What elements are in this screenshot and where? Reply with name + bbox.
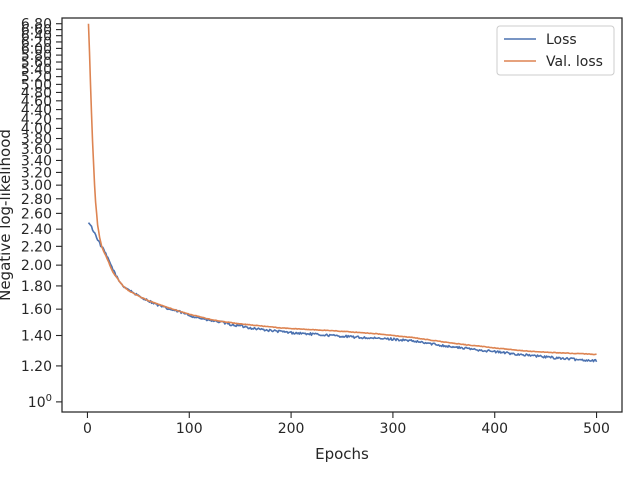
y-tick-label: 1.60 (21, 302, 52, 318)
legend-label-val-loss: Val. loss (546, 54, 603, 70)
y-tick-label: 1.40 (21, 329, 52, 345)
y-tick-label: 4.40 (21, 103, 52, 119)
y-axis-label: Negative log-likelihood (0, 129, 14, 301)
y-tick-label: 100 (28, 393, 52, 411)
y-tick-label: 1.20 (21, 359, 52, 375)
y-tick-label: 3.20 (21, 165, 52, 181)
series-line-loss (87, 222, 598, 363)
y-tick-label: 5.40 (21, 62, 52, 78)
x-axis-ticks: 0 100 200 300 400 500 (83, 412, 610, 437)
y-tick-label: 5.00 (21, 77, 52, 93)
axes-frame (61, 17, 623, 413)
legend: Loss Val. loss (496, 25, 615, 76)
y-tick-label: 2.80 (21, 192, 52, 208)
y-tick-label: 5.80 (21, 48, 52, 64)
y-axis-ticks: 1001.201.401.601.802.002.202.402.602.803… (21, 17, 62, 411)
legend-label-loss: Loss (546, 32, 577, 48)
x-tick-label: 300 (380, 421, 407, 437)
y-tick-label: 4.20 (21, 112, 52, 128)
y-tick-label: 6.00 (21, 41, 52, 57)
y-tick-label: 2.60 (21, 206, 52, 222)
y-tick-label: 3.60 (21, 142, 52, 158)
y-tick-label: 1.80 (21, 279, 52, 295)
y-tick-label: 4.60 (21, 94, 52, 110)
x-tick-label: 500 (583, 421, 610, 437)
y-tick-label: 4.80 (21, 85, 52, 101)
x-tick-label: 200 (278, 421, 305, 437)
y-tick-label: 6.20 (21, 35, 52, 51)
x-tick-label: 100 (176, 421, 203, 437)
plot-lines (87, 23, 598, 363)
y-tick-label: 6.80 (21, 17, 52, 33)
x-tick-label: 400 (481, 421, 508, 437)
y-tick-label: 5.60 (21, 55, 52, 71)
x-tick-label: 0 (83, 421, 92, 437)
series-line-val-loss (87, 23, 597, 356)
y-tick-label: 2.40 (21, 222, 52, 238)
y-tick-label: 6.60 (21, 23, 52, 39)
y-tick-label: 6.40 (21, 29, 52, 45)
y-tick-label: 3.00 (21, 178, 52, 194)
y-tick-label: 3.40 (21, 153, 52, 169)
y-tick-label: 5.20 (21, 70, 52, 86)
y-tick-label: 2.20 (21, 239, 52, 255)
x-axis-label: Epochs (315, 445, 369, 463)
y-tick-label: 2.00 (21, 258, 52, 274)
y-tick-label: 4.00 (21, 121, 52, 137)
y-tick-label: 3.80 (21, 132, 52, 148)
